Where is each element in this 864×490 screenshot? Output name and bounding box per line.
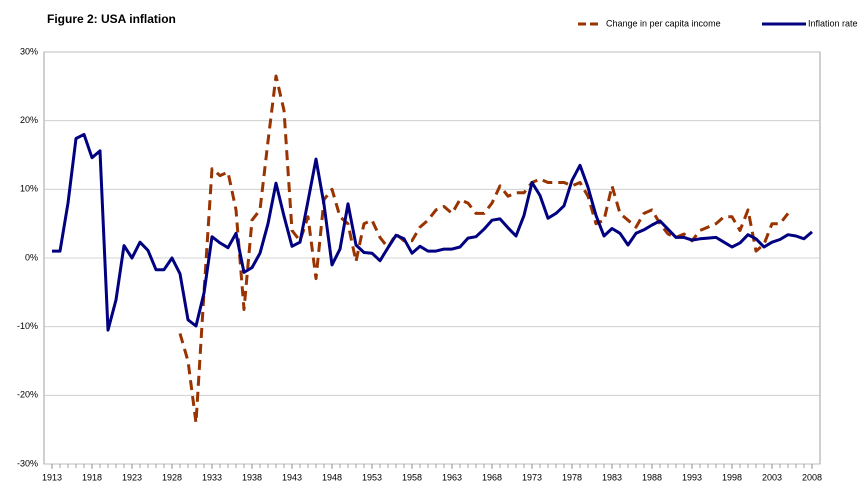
legend-label: Change in per capita income [606,18,721,28]
y-tick-label: 20% [20,115,38,125]
x-tick-label: 1968 [482,472,502,482]
x-tick-label: 1973 [522,472,542,482]
x-tick-label: 1998 [722,472,742,482]
y-tick-label: -10% [17,321,38,331]
x-tick-label: 1983 [602,472,622,482]
series-line [52,132,813,332]
y-tick-label: 10% [20,184,38,194]
x-tick-label: 1953 [362,472,382,482]
x-tick-label: 1993 [682,472,702,482]
y-tick-label: -30% [17,458,38,468]
x-tick-label: 1928 [162,472,182,482]
x-tick-label: 1978 [562,472,582,482]
series-line [178,74,790,425]
y-tick-label: 0% [25,252,38,262]
x-tick-label: 1913 [42,472,62,482]
x-tick-label: 1988 [642,472,662,482]
chart-title: Figure 2: USA inflation [47,12,176,26]
y-tick-label: -20% [17,390,38,400]
legend-label: Inflation rate [808,18,858,28]
y-tick-label: 30% [20,46,38,56]
x-tick-label: 2008 [802,472,822,482]
x-tick-label: 1923 [122,472,142,482]
x-tick-label: 1948 [322,472,342,482]
x-tick-label: 1938 [242,472,262,482]
x-tick-label: 1963 [442,472,462,482]
x-tick-label: 1943 [282,472,302,482]
x-tick-label: 1933 [202,472,222,482]
x-tick-label: 2003 [762,472,782,482]
x-tick-label: 1958 [402,472,422,482]
x-tick-label: 1918 [82,472,102,482]
